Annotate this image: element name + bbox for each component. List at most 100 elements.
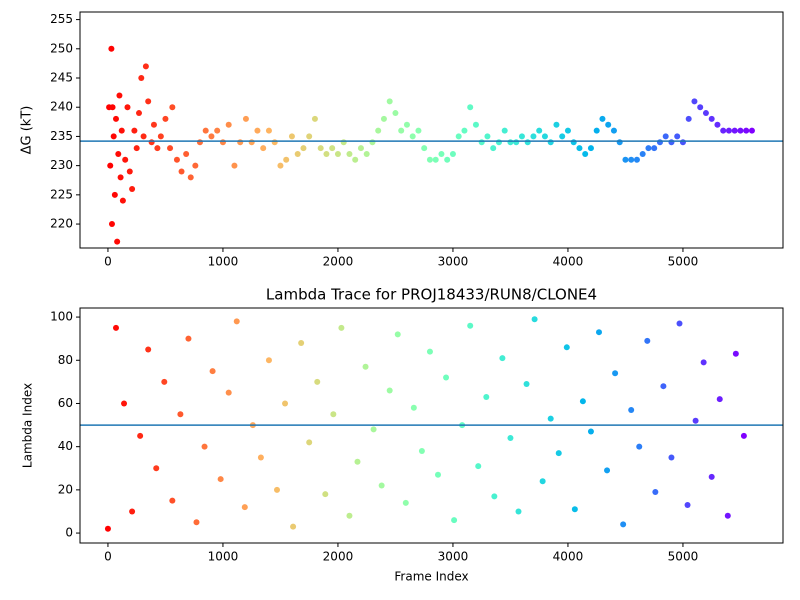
point bbox=[605, 121, 612, 128]
y-tick-label: 255 bbox=[50, 12, 73, 26]
point bbox=[209, 368, 216, 375]
point bbox=[370, 426, 377, 433]
y-tick-label: 100 bbox=[50, 310, 73, 324]
point bbox=[587, 428, 594, 435]
point bbox=[483, 393, 490, 400]
point bbox=[409, 133, 416, 140]
point bbox=[662, 133, 669, 140]
point bbox=[340, 139, 347, 146]
point bbox=[732, 350, 739, 357]
point bbox=[692, 417, 699, 424]
chart-title: Lambda Trace for PROJ18433/RUN8/CLONE4 bbox=[266, 286, 597, 304]
point bbox=[410, 404, 417, 411]
point bbox=[515, 508, 522, 515]
point bbox=[724, 512, 731, 519]
point bbox=[421, 145, 428, 152]
point bbox=[438, 150, 445, 157]
point bbox=[124, 104, 131, 111]
point bbox=[518, 133, 525, 140]
point bbox=[352, 156, 359, 163]
point bbox=[455, 133, 462, 140]
point bbox=[169, 497, 176, 504]
point bbox=[714, 121, 721, 128]
point bbox=[628, 406, 635, 413]
point bbox=[708, 115, 715, 122]
point bbox=[531, 316, 538, 323]
point bbox=[656, 139, 663, 146]
point bbox=[651, 145, 658, 152]
point bbox=[612, 370, 619, 377]
point bbox=[478, 139, 485, 146]
y-axis-label: Lambda Index bbox=[21, 383, 35, 468]
point bbox=[112, 324, 119, 331]
point bbox=[193, 519, 200, 526]
point bbox=[298, 339, 305, 346]
point bbox=[208, 133, 215, 140]
y-tick-label: 250 bbox=[50, 41, 73, 55]
point bbox=[708, 473, 715, 480]
y-tick-label: 240 bbox=[50, 100, 73, 114]
point bbox=[129, 186, 136, 192]
y-tick-label: 80 bbox=[58, 353, 73, 367]
point bbox=[294, 150, 301, 157]
point bbox=[115, 150, 122, 157]
point bbox=[530, 133, 537, 140]
point bbox=[484, 133, 491, 140]
point bbox=[225, 121, 232, 128]
point bbox=[322, 491, 329, 498]
point bbox=[265, 357, 272, 364]
point bbox=[148, 139, 155, 146]
point bbox=[177, 411, 184, 418]
point bbox=[622, 156, 629, 163]
point bbox=[260, 145, 267, 152]
point bbox=[118, 127, 125, 134]
point bbox=[495, 139, 502, 146]
point bbox=[444, 156, 451, 163]
y-tick-label: 0 bbox=[65, 526, 73, 540]
point bbox=[563, 344, 570, 351]
point bbox=[201, 443, 208, 450]
point bbox=[398, 127, 405, 134]
point bbox=[449, 150, 456, 157]
x-tick-label: 4000 bbox=[553, 550, 584, 564]
point bbox=[674, 133, 681, 140]
y-tick-label: 20 bbox=[58, 482, 73, 496]
point bbox=[338, 324, 345, 331]
point bbox=[616, 139, 623, 146]
x-tick-label: 0 bbox=[104, 550, 112, 564]
point bbox=[523, 381, 530, 388]
point bbox=[237, 139, 244, 146]
point bbox=[283, 156, 290, 163]
point bbox=[254, 127, 261, 134]
point bbox=[357, 145, 364, 152]
point bbox=[644, 337, 651, 344]
point bbox=[363, 150, 370, 157]
point bbox=[142, 63, 149, 70]
point bbox=[507, 139, 514, 146]
point bbox=[378, 482, 385, 489]
point bbox=[576, 145, 583, 152]
point bbox=[173, 156, 180, 163]
point bbox=[639, 150, 646, 157]
point bbox=[668, 454, 675, 461]
y-tick-label: 230 bbox=[50, 158, 73, 172]
point bbox=[169, 104, 176, 111]
x-tick-label: 1000 bbox=[208, 255, 239, 269]
point bbox=[131, 127, 138, 134]
point bbox=[126, 168, 133, 175]
point bbox=[691, 98, 698, 105]
point bbox=[161, 378, 168, 385]
point bbox=[547, 415, 554, 422]
point bbox=[257, 454, 264, 461]
point bbox=[702, 110, 709, 117]
y-tick-label: 235 bbox=[50, 129, 73, 143]
x-tick-label: 5000 bbox=[668, 550, 699, 564]
point bbox=[108, 45, 115, 52]
x-tick-label: 1000 bbox=[208, 550, 239, 564]
point bbox=[636, 443, 643, 450]
point bbox=[162, 115, 169, 122]
x-tick-label: 3000 bbox=[438, 550, 469, 564]
point bbox=[135, 110, 142, 117]
point bbox=[145, 98, 152, 105]
